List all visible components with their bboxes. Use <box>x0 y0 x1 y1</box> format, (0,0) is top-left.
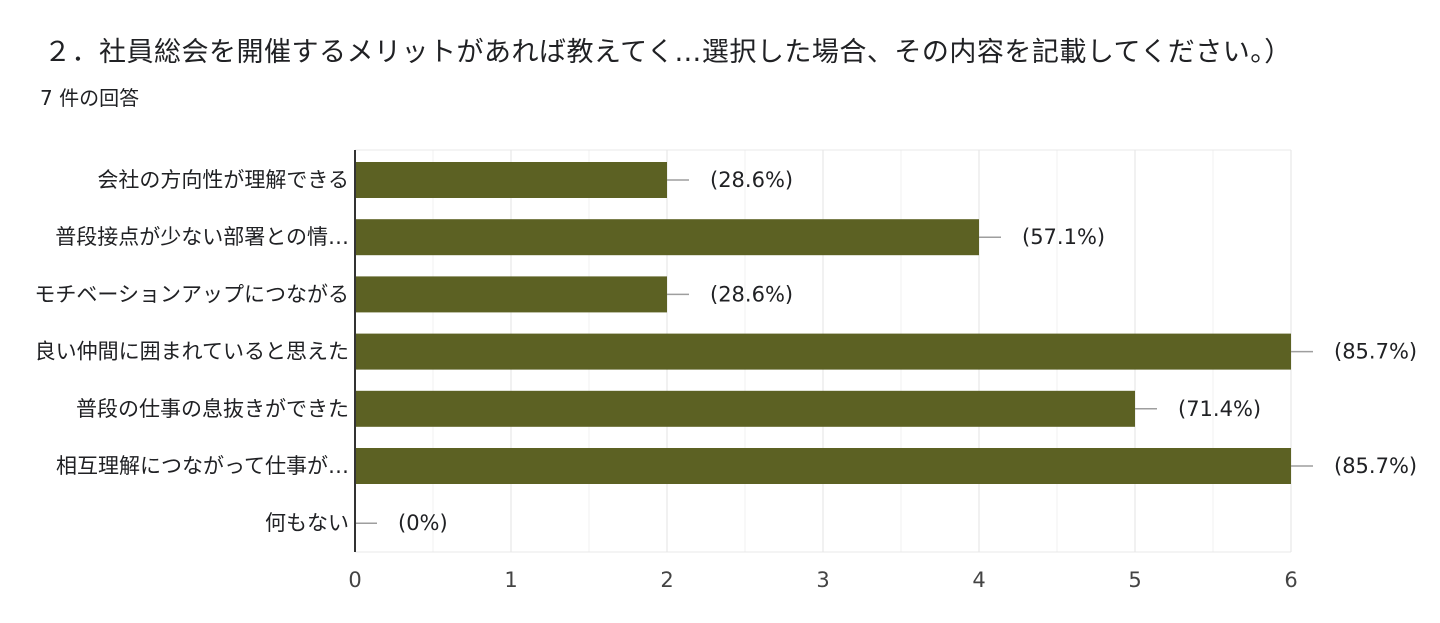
category-label: モチベーションアップにつながる <box>34 282 349 306</box>
bar[interactable] <box>355 219 979 256</box>
axis-layer: 0 1 2 3 4 5 6 <box>348 150 1298 592</box>
value-label: (85.7%) <box>1334 340 1417 364</box>
bar[interactable] <box>355 276 667 313</box>
bar[interactable] <box>355 333 1291 370</box>
labels-layer: 会社の方向性が理解できる (28.6%) 普段接点が少ない部署との情… (57.1%)… <box>34 168 1417 535</box>
x-tick-label: 4 <box>972 568 985 592</box>
category-label: 普段の仕事の息抜きができた <box>76 397 349 421</box>
value-label: (28.6%) <box>710 282 793 306</box>
value-label: (71.4%) <box>1178 397 1261 421</box>
value-label: (85.7%) <box>1334 454 1417 478</box>
question-title: ２．社員総会を開催するメリットがあれば教えてく…選択した場合、その内容を記載して… <box>44 37 1292 68</box>
category-label: 相互理解につながって仕事が… <box>56 454 349 478</box>
x-tick-label: 5 <box>1128 568 1141 592</box>
bar[interactable] <box>355 162 667 198</box>
category-label: 何もない <box>265 511 349 535</box>
x-tick-label: 0 <box>348 568 361 592</box>
x-tick-label: 1 <box>504 568 517 592</box>
value-label: (28.6%) <box>710 168 793 192</box>
value-label: (57.1%) <box>1022 225 1105 249</box>
category-label: 普段接点が少ない部署との情… <box>55 225 349 249</box>
bar[interactable] <box>355 390 1135 427</box>
response-count: 7 件の回答 <box>40 86 140 110</box>
x-tick-label: 2 <box>660 568 673 592</box>
x-tick-label: 6 <box>1284 568 1297 592</box>
category-label: 良い仲間に囲まれていると思えた <box>35 340 349 364</box>
value-label: (0%) <box>398 511 448 535</box>
bars-layer <box>355 162 1313 524</box>
category-label: 会社の方向性が理解できる <box>97 168 349 192</box>
bar[interactable] <box>355 448 1291 484</box>
x-tick-label: 3 <box>816 568 829 592</box>
